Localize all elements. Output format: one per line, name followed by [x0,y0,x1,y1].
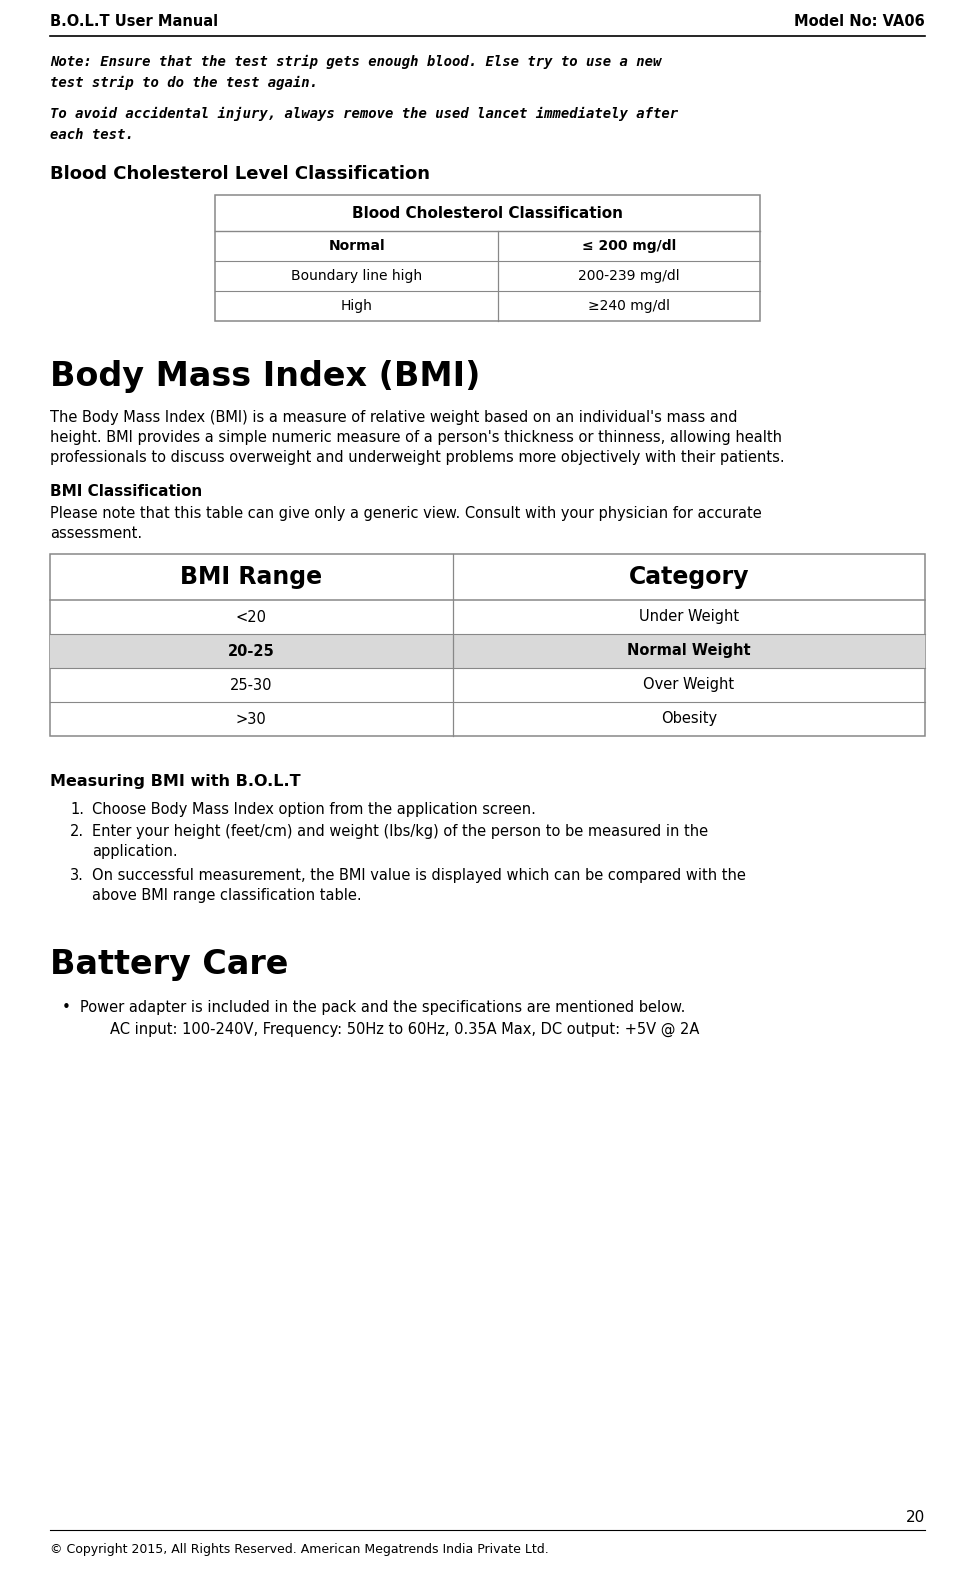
Text: ≤ 200 mg/dl: ≤ 200 mg/dl [582,239,677,253]
Text: BMI Range: BMI Range [180,564,323,590]
Text: The Body Mass Index (BMI) is a measure of relative weight based on an individual: The Body Mass Index (BMI) is a measure o… [50,410,737,424]
Text: Please note that this table can give only a generic view. Consult with your phys: Please note that this table can give onl… [50,506,761,520]
Text: 3.: 3. [70,868,84,883]
Text: >30: >30 [236,712,266,726]
Text: Note: Ensure that the test strip gets enough blood. Else try to use a new: Note: Ensure that the test strip gets en… [50,55,661,69]
Text: test strip to do the test again.: test strip to do the test again. [50,75,318,90]
Bar [50,634,925,668]
Text: Normal: Normal [329,239,385,253]
Text: Battery Care: Battery Care [50,948,289,981]
Text: Boundary line high: Boundary line high [292,269,422,283]
Text: Blood Cholesterol Level Classification: Blood Cholesterol Level Classification [50,165,430,182]
Text: professionals to discuss overweight and underweight problems more objectively wi: professionals to discuss overweight and … [50,450,785,465]
Text: <20: <20 [236,610,267,624]
Text: application.: application. [92,844,177,858]
Text: Under Weight: Under Weight [639,610,739,624]
Text: Body Mass Index (BMI): Body Mass Index (BMI) [50,360,481,393]
Text: 200-239 mg/dl: 200-239 mg/dl [578,269,680,283]
Text: Blood Cholesterol Classification: Blood Cholesterol Classification [352,206,623,220]
Text: Over Weight: Over Weight [644,678,734,693]
Text: 2.: 2. [70,824,84,839]
Text: height. BMI provides a simple numeric measure of a person's thickness or thinnes: height. BMI provides a simple numeric me… [50,431,782,445]
Text: Choose Body Mass Index option from the application screen.: Choose Body Mass Index option from the a… [92,802,536,817]
Text: 20: 20 [906,1511,925,1525]
Text: 20-25: 20-25 [228,643,275,659]
Text: High: High [341,299,372,313]
Text: BMI Classification: BMI Classification [50,484,202,498]
Text: AC input: 100-240V, Frequency: 50Hz to 60Hz, 0.35A Max, DC output: +5V @ 2A: AC input: 100-240V, Frequency: 50Hz to 6… [110,1022,699,1038]
Text: Measuring BMI with B.O.L.T: Measuring BMI with B.O.L.T [50,773,300,789]
Text: assessment.: assessment. [50,527,142,541]
Text: To avoid accidental injury, always remove the used lancet immediately after: To avoid accidental injury, always remov… [50,107,679,121]
Text: Model No: VA06: Model No: VA06 [795,14,925,28]
Text: each test.: each test. [50,127,134,141]
Text: Power adapter is included in the pack and the specifications are mentioned below: Power adapter is included in the pack an… [80,1000,685,1016]
Text: above BMI range classification table.: above BMI range classification table. [92,888,362,902]
Bar [215,195,760,321]
Text: ≥240 mg/dl: ≥240 mg/dl [588,299,670,313]
Bar [50,553,925,736]
Text: B.O.L.T User Manual: B.O.L.T User Manual [50,14,218,28]
Text: © Copyright 2015, All Rights Reserved. American Megatrends India Private Ltd.: © Copyright 2015, All Rights Reserved. A… [50,1544,549,1556]
Text: On successful measurement, the BMI value is displayed which can be compared with: On successful measurement, the BMI value… [92,868,746,883]
Text: Normal Weight: Normal Weight [627,643,751,659]
Text: Category: Category [629,564,749,590]
Text: 25-30: 25-30 [230,678,272,693]
Text: •: • [62,1000,71,1016]
Text: Enter your height (feet/cm) and weight (lbs/kg) of the person to be measured in : Enter your height (feet/cm) and weight (… [92,824,708,839]
Text: 1.: 1. [70,802,84,817]
Text: Obesity: Obesity [661,712,717,726]
